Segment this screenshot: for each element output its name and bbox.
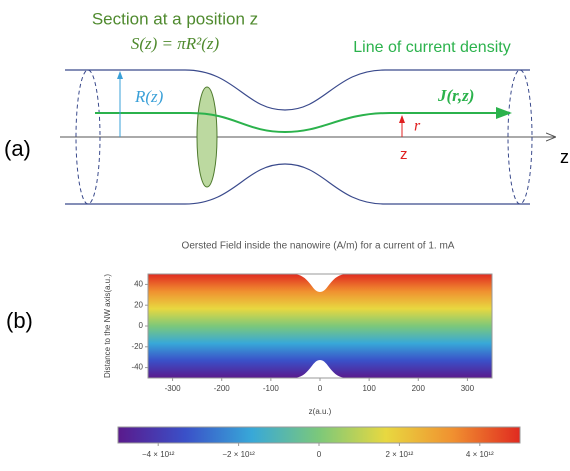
outside-region (292, 360, 348, 378)
section-title: Section at a position z (92, 9, 258, 28)
x-tick-label: -300 (165, 384, 182, 393)
colorbar-tick-label: −4 × 10¹² (142, 450, 175, 459)
y-tick-label: 40 (134, 280, 143, 289)
outside-region (292, 274, 348, 292)
section-ellipse (196, 86, 218, 188)
x-axis-label: z(a.u.) (309, 407, 332, 416)
current-label: J(r,z) (437, 86, 474, 105)
section-ellipse (75, 69, 101, 205)
current-line (95, 107, 512, 134)
y-tick-label: 20 (134, 300, 143, 309)
colorbar-tick-label: −2 × 10¹² (222, 450, 255, 459)
x-tick-label: -200 (214, 384, 231, 393)
colorbar-tick-label: 2 × 10¹² (386, 450, 414, 459)
x-tick-label: -100 (263, 384, 280, 393)
chart-title: Oersted Field inside the nanowire (A/m) … (182, 241, 455, 252)
r-label: r (414, 118, 421, 135)
axis-label: z (560, 147, 569, 167)
y-tick-label: -40 (131, 363, 143, 372)
x-tick-label: 100 (362, 384, 376, 393)
x-tick-label: 200 (412, 384, 426, 393)
x-tick-label: 300 (461, 384, 475, 393)
panel-label: (a) (4, 136, 31, 161)
y-tick-label: -20 (131, 342, 143, 351)
colorbar (117, 426, 521, 444)
current-line-label: Line of current density (353, 39, 510, 56)
x-tick-label: 0 (318, 384, 323, 393)
panel-label: (b) (6, 308, 33, 333)
wire-outline (65, 69, 530, 111)
section-ellipse (507, 69, 533, 205)
colorbar-tick-label: 0 (317, 450, 322, 459)
wire-outline (65, 163, 530, 205)
y-tick-label: 0 (139, 321, 144, 330)
section-formula: S(z) = πR²(z) (131, 34, 220, 53)
colorbar-tick-label: 4 × 10¹² (466, 450, 494, 459)
y-axis-label: Distance to the NW axis(a.u.) (103, 274, 112, 378)
radius-label: R(z) (134, 87, 164, 106)
z-label: z (400, 146, 408, 163)
